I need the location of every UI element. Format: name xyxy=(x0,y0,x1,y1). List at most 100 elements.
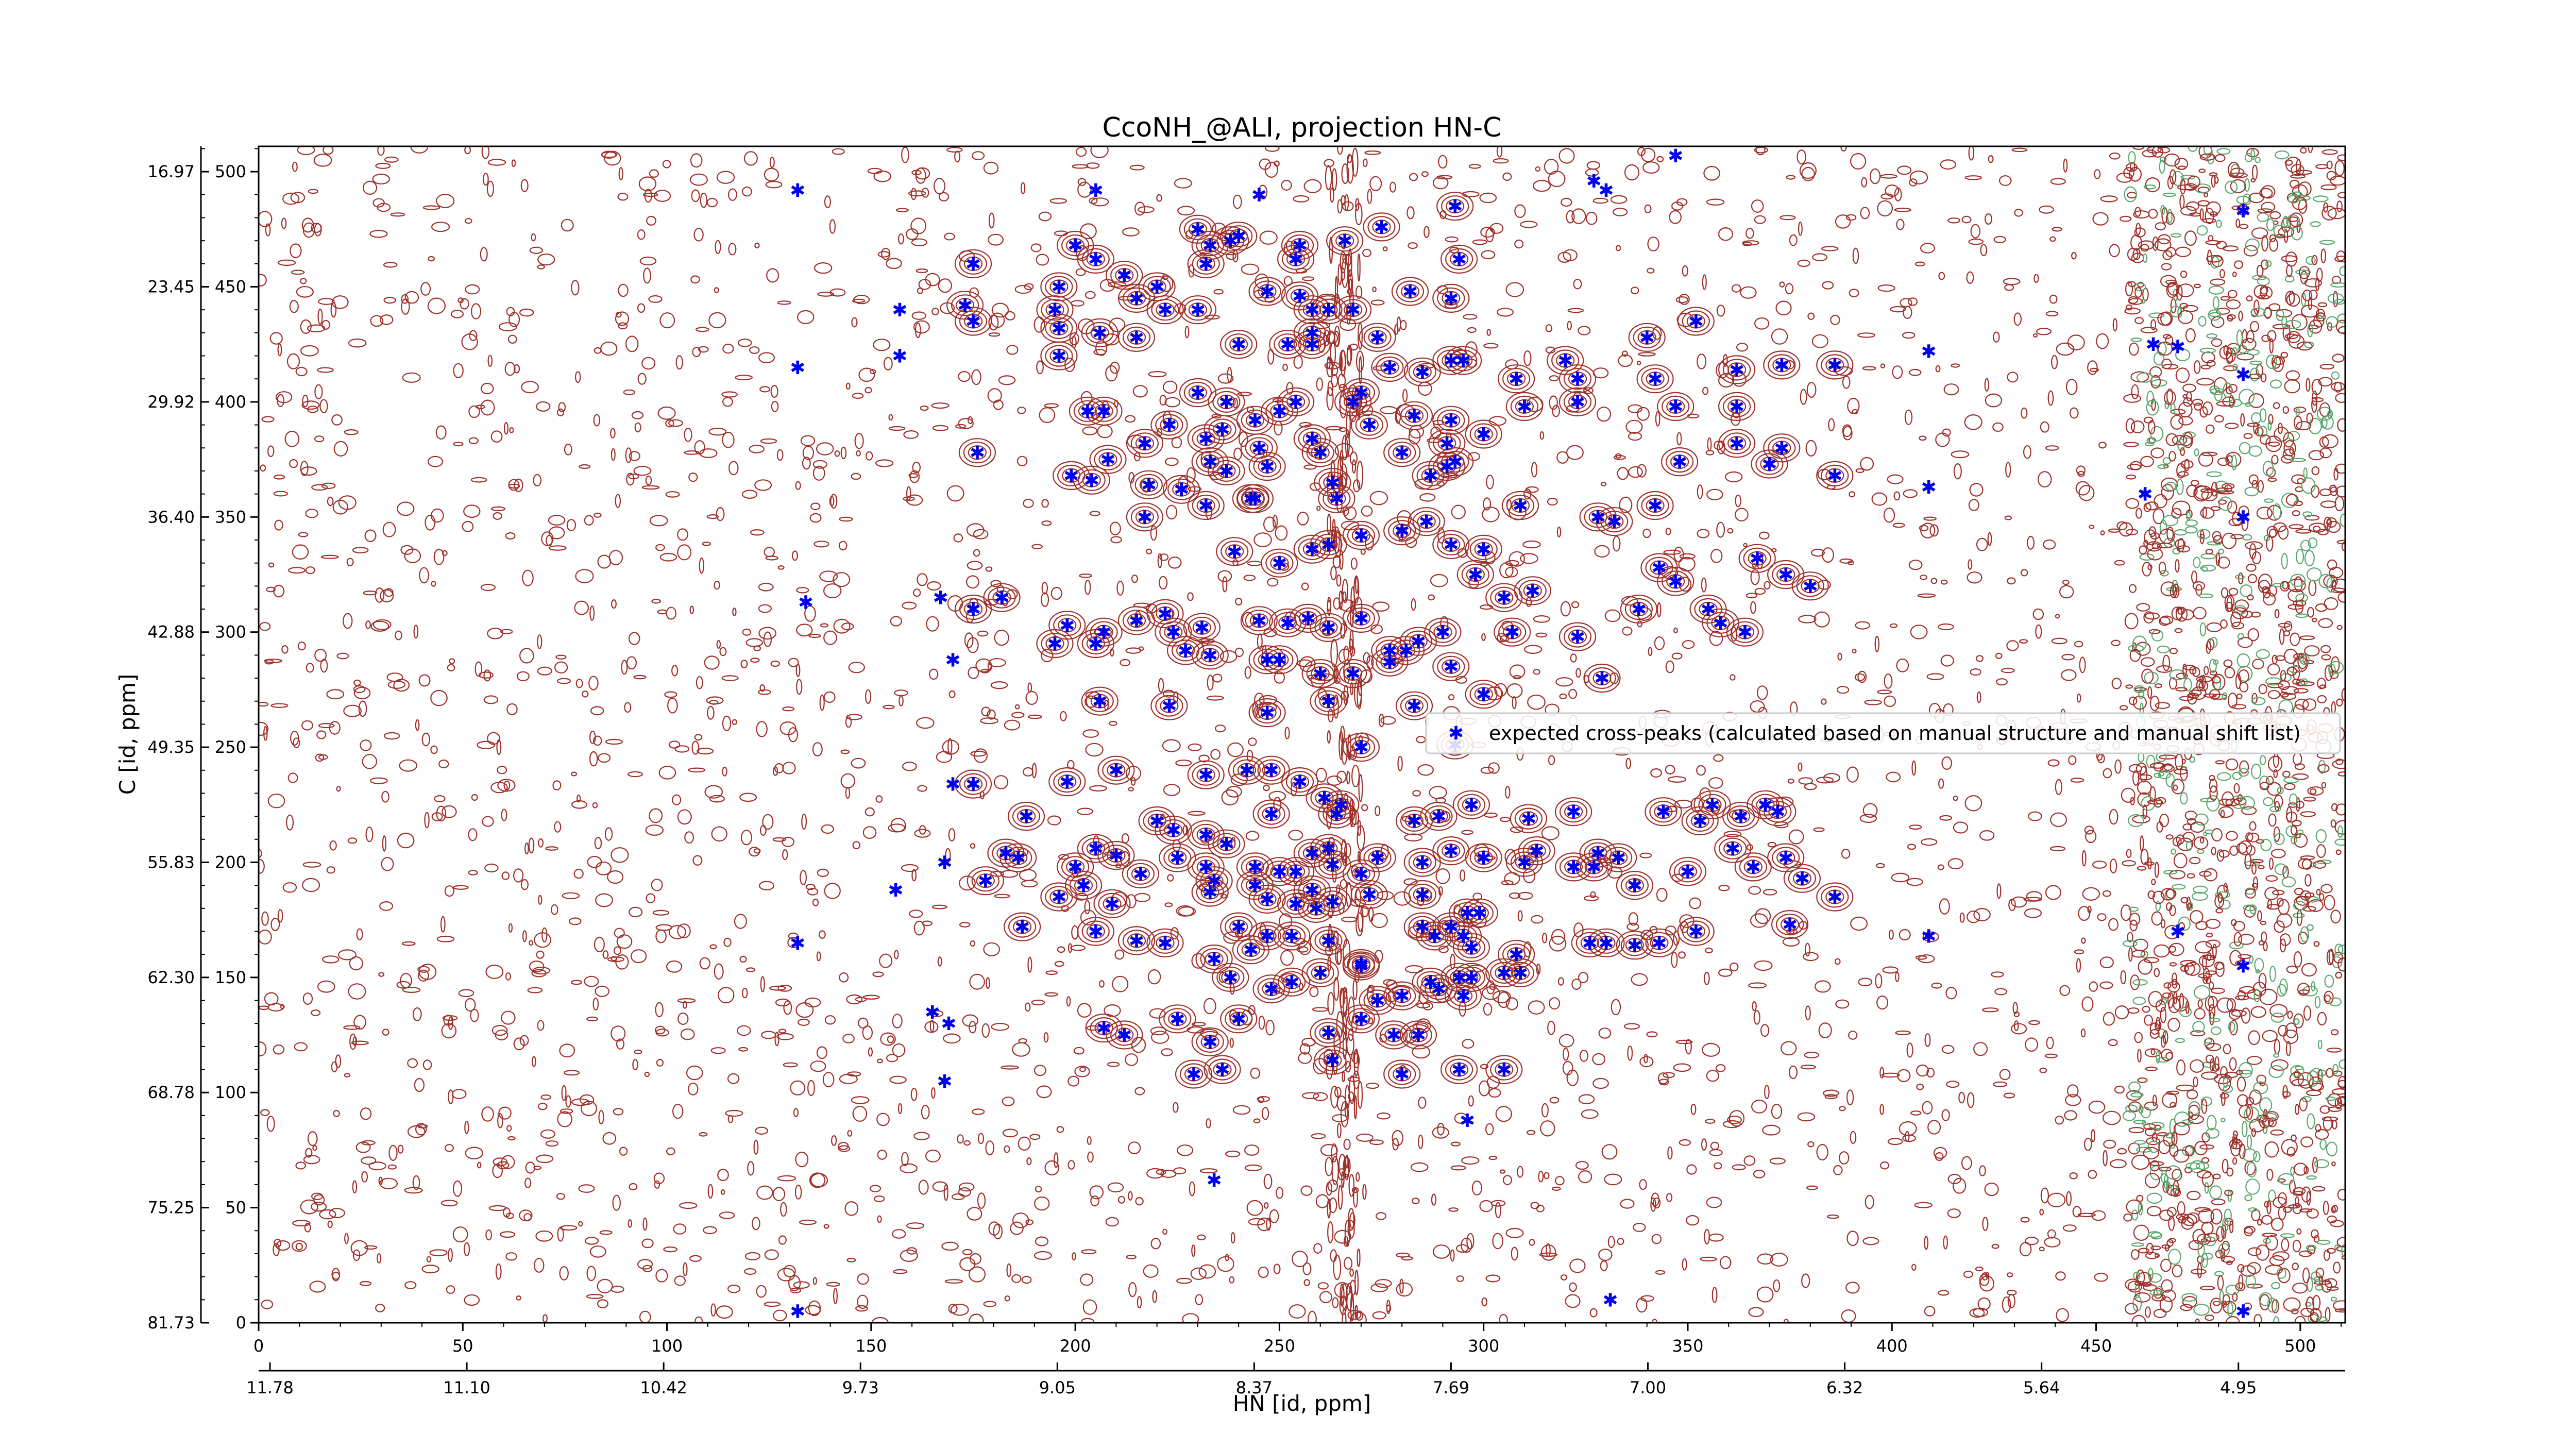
noise-contour xyxy=(2308,579,2317,596)
noise-contour xyxy=(2077,470,2085,477)
noise-contour xyxy=(2150,532,2160,540)
noise-contour xyxy=(1613,455,1626,460)
noise-contour xyxy=(1316,673,1334,681)
noise-contour xyxy=(2293,1018,2300,1025)
noise-contour xyxy=(1405,536,1417,548)
noise-contour xyxy=(2338,326,2345,334)
noise-contour xyxy=(1850,916,1868,931)
noise-contour xyxy=(1293,195,1310,203)
noise-contour xyxy=(2247,1247,2262,1256)
noise-contour xyxy=(2280,938,2286,953)
noise-contour xyxy=(1920,575,1928,580)
noise-contour xyxy=(507,1136,516,1141)
noise-contour xyxy=(2271,454,2279,465)
noise-contour xyxy=(1567,308,1584,313)
noise-contour xyxy=(1198,754,1210,763)
noise-contour xyxy=(414,1078,425,1092)
noise-contour xyxy=(821,824,835,834)
noise-contour xyxy=(390,212,405,217)
noise-contour xyxy=(795,481,801,490)
noise-contour xyxy=(2132,695,2147,710)
noise-contour xyxy=(597,1299,608,1308)
noise-contour xyxy=(1343,646,1349,661)
noise-contour xyxy=(2153,1308,2167,1318)
noise-contour xyxy=(1347,269,1353,298)
noise-contour xyxy=(477,740,495,749)
noise-contour xyxy=(1656,887,1668,902)
noise-contour xyxy=(2298,181,2312,196)
noise-contour xyxy=(2206,333,2217,339)
noise-contour xyxy=(1448,1207,1459,1212)
noise-contour xyxy=(2321,654,2331,661)
noise-contour xyxy=(1675,1039,1693,1044)
noise-contour xyxy=(2311,255,2318,265)
noise-contour xyxy=(2237,1264,2245,1273)
noise-contour xyxy=(765,555,778,561)
noise-contour xyxy=(2063,158,2068,173)
noise-contour xyxy=(2336,698,2343,707)
noise-contour xyxy=(2098,442,2107,449)
noise-contour xyxy=(2333,1261,2341,1274)
noise-contour xyxy=(2263,941,2268,951)
noise-contour xyxy=(739,955,747,963)
noise-contour xyxy=(2320,184,2337,191)
noise-contour xyxy=(412,1007,422,1021)
noise-contour xyxy=(275,391,293,403)
noise-contour xyxy=(1182,1313,1199,1323)
noise-contour xyxy=(764,1301,781,1307)
noise-contour xyxy=(2290,1166,2295,1176)
noise-contour xyxy=(1815,980,1831,993)
noise-contour xyxy=(1245,831,1260,841)
noise-contour xyxy=(2269,234,2276,242)
noise-contour xyxy=(946,485,964,502)
noise-contour xyxy=(1730,962,1739,972)
noise-contour xyxy=(2285,494,2299,506)
noise-contour xyxy=(2249,955,2254,964)
noise-contour xyxy=(628,473,639,480)
noise-contour xyxy=(1578,1170,1592,1184)
noise-contour xyxy=(2273,826,2280,843)
noise-contour xyxy=(1207,675,1214,691)
noise-contour xyxy=(893,1269,908,1274)
noise-contour xyxy=(2302,698,2317,711)
noise-contour xyxy=(1237,392,1252,396)
noise-contour xyxy=(1701,1042,1720,1057)
noise-contour xyxy=(1222,576,1228,593)
noise-contour xyxy=(1557,251,1572,263)
noise-contour xyxy=(1951,363,1960,368)
noise-contour xyxy=(906,228,919,240)
noise-contour xyxy=(2108,528,2121,533)
noise-contour xyxy=(1351,865,1359,877)
noise-contour xyxy=(2295,679,2306,687)
noise-contour xyxy=(2222,1294,2230,1305)
noise-contour xyxy=(968,666,979,679)
noise-contour xyxy=(1263,628,1277,637)
noise-contour xyxy=(575,569,594,583)
noise-contour xyxy=(2269,211,2281,220)
noise-contour xyxy=(702,542,711,546)
noise-contour xyxy=(1122,227,1140,237)
noise-contour xyxy=(1527,694,1546,710)
noise-contour xyxy=(1330,638,1338,668)
noise-contour xyxy=(1336,948,1342,965)
noise-contour xyxy=(2170,415,2184,430)
noise-contour xyxy=(313,154,332,167)
noise-contour xyxy=(865,386,872,394)
noise-contour xyxy=(2216,148,2231,155)
noise-contour xyxy=(2290,174,2306,179)
noise-contour xyxy=(1481,633,1486,641)
noise-contour xyxy=(2316,844,2326,858)
noise-contour xyxy=(1706,1197,1722,1208)
noise-contour xyxy=(380,314,394,325)
noise-contour xyxy=(2174,628,2183,633)
noise-contour xyxy=(2199,153,2216,161)
noise-contour xyxy=(259,702,269,707)
noise-contour xyxy=(431,222,450,232)
noise-contour xyxy=(753,645,761,651)
noise-contour xyxy=(1706,1070,1720,1082)
noise-contour xyxy=(1519,553,1538,564)
noise-contour xyxy=(970,1253,981,1265)
noise-contour xyxy=(1364,150,1381,155)
noise-contour xyxy=(401,941,416,946)
noise-contour xyxy=(1533,669,1540,675)
